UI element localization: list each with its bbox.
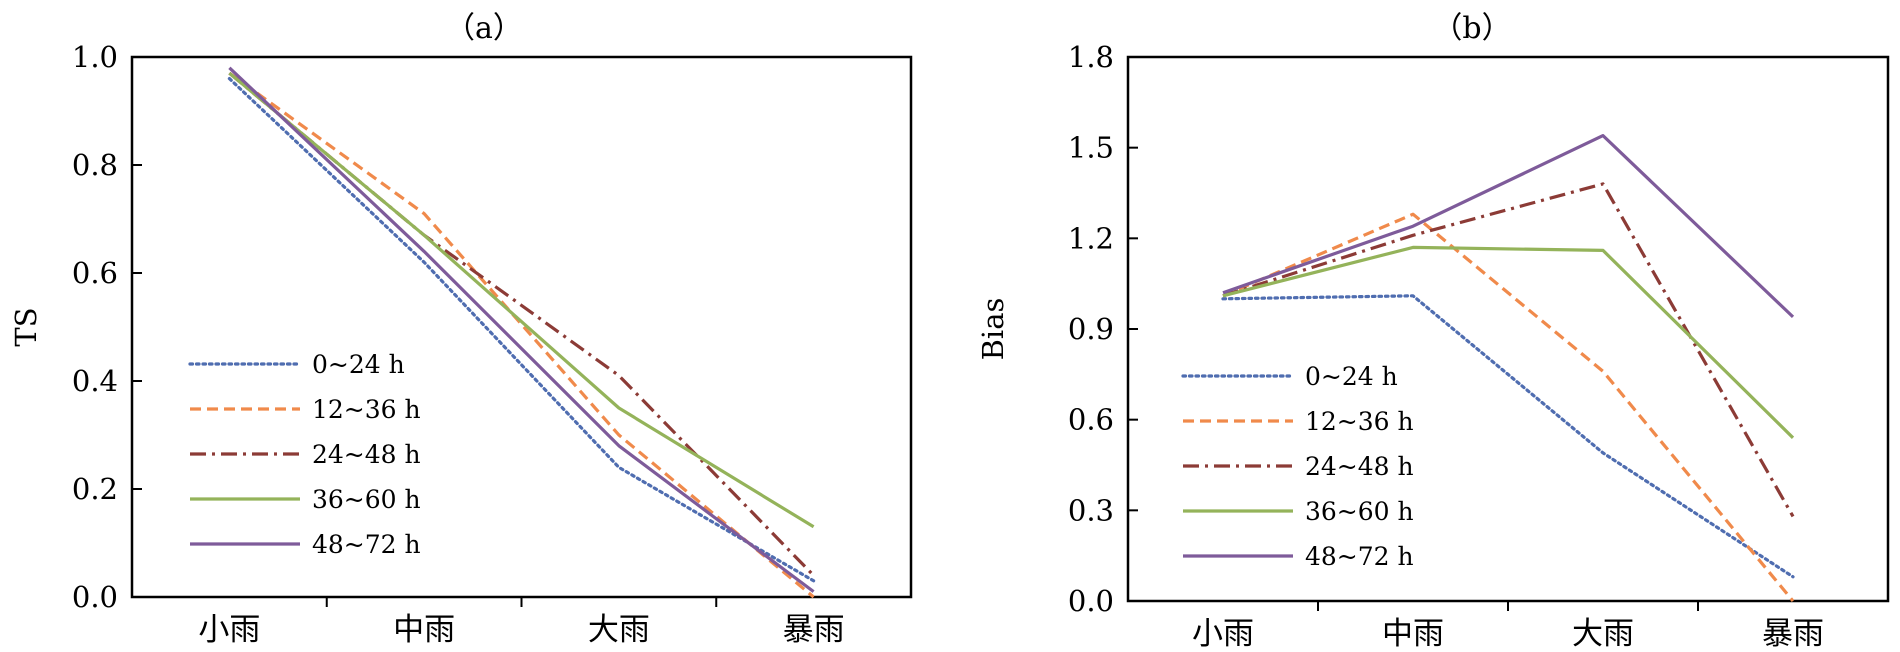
- x-tick-label-a: 暴雨: [783, 612, 845, 648]
- legend-label-a-4: 48~72 h: [312, 530, 421, 559]
- series-line-b-2: [1222, 182, 1795, 518]
- series-line-a-3: [228, 71, 815, 529]
- series-line-b-3: [1222, 245, 1795, 439]
- y-tick-label-b: 0.0: [1068, 584, 1114, 618]
- y-axis-title-a: TS: [9, 307, 43, 346]
- series-line-a-1: [228, 71, 815, 599]
- y-tick-label-a: 1.0: [72, 40, 118, 74]
- legend-label-a-0: 0~24 h: [312, 350, 405, 379]
- series-line-a-0: [227, 76, 816, 583]
- legend-label-b-0: 0~24 h: [1305, 362, 1398, 391]
- y-tick-label-b: 1.2: [1068, 221, 1114, 255]
- y-axis-title-b: Bias: [976, 298, 1010, 361]
- legend-label-a-3: 36~60 h: [312, 485, 421, 514]
- legend-label-a-2: 24~48 h: [312, 440, 421, 469]
- legend-label-a-1: 12~36 h: [312, 395, 421, 424]
- y-tick-label-a: 0.6: [72, 256, 118, 290]
- series-line-a-4: [228, 66, 815, 593]
- legend-label-b-1: 12~36 h: [1305, 407, 1414, 436]
- x-tick-label-a: 中雨: [393, 612, 455, 648]
- x-tick-label-a: 小雨: [198, 612, 260, 648]
- series-line-b-1: [1222, 212, 1795, 603]
- y-tick-label-b: 0.6: [1068, 403, 1114, 437]
- x-tick-label-b: 小雨: [1192, 616, 1254, 652]
- panel-title-b: （b）: [1432, 11, 1511, 46]
- panel-a-chart: （a） TS 0.0 0.2 0.4 0.6 0.8 1.0 小雨 中雨 大雨 暴雨 0~24 h 12~…: [9, 11, 913, 648]
- y-tick-label-a: 0.2: [72, 472, 118, 506]
- y-tick-label-b: 1.8: [1068, 40, 1114, 74]
- legend-label-b-4: 48~72 h: [1305, 542, 1414, 571]
- panel-b-chart: （b） Bias 0.0 0.3 0.6 0.9 1.2 1.5 1.8 小雨 中雨 大雨 暴雨 0~24…: [976, 11, 1890, 652]
- legend-label-b-3: 36~60 h: [1305, 497, 1414, 526]
- x-tick-label-b: 暴雨: [1762, 616, 1824, 652]
- panel-title-a: （a）: [445, 11, 523, 46]
- y-tick-label-a: 0.8: [72, 148, 118, 182]
- plot-frame-b: [1126, 55, 1890, 603]
- y-tick-label-b: 0.9: [1068, 312, 1114, 346]
- x-tick-label-b: 中雨: [1382, 616, 1444, 652]
- x-tick-label-b: 大雨: [1572, 616, 1634, 652]
- y-tick-label-a: 0.4: [72, 364, 118, 398]
- x-tick-label-a: 大雨: [588, 612, 650, 648]
- y-tick-label-b: 0.3: [1068, 493, 1114, 527]
- series-line-b-0: [1221, 294, 1795, 579]
- series-line-b-4: [1222, 134, 1795, 319]
- y-tick-label-a: 0.0: [72, 580, 118, 614]
- legend-label-b-2: 24~48 h: [1305, 452, 1414, 481]
- y-tick-label-b: 1.5: [1068, 131, 1114, 165]
